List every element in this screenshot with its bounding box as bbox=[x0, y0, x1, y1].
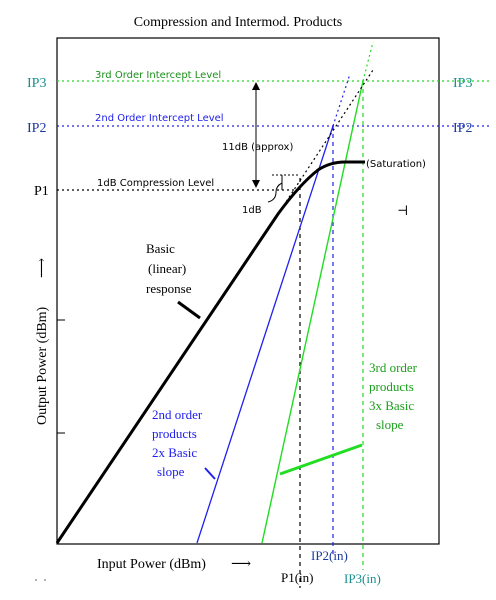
basic-response-curve bbox=[55, 160, 365, 544]
p1-left-label: P1 bbox=[34, 184, 49, 199]
basic-leader bbox=[177, 300, 201, 320]
second-order-label-line2: products bbox=[152, 426, 197, 441]
second-order-leader bbox=[204, 467, 216, 480]
ip2-right-label: IP2 bbox=[453, 121, 472, 136]
second-order-label-line4: slope bbox=[157, 464, 185, 479]
third-order-label-line2: products bbox=[369, 379, 414, 394]
third-order-label-line1: 3rd order bbox=[369, 360, 418, 375]
second-order-level-label: 2nd Order Intercept Level bbox=[95, 113, 224, 124]
third-order-line bbox=[261, 80, 364, 544]
ip2-in-label: IP2(in) bbox=[311, 548, 348, 563]
second-order-extension bbox=[332, 73, 351, 127]
stray-dot bbox=[44, 579, 46, 581]
one-db-label: 1dB bbox=[242, 205, 262, 216]
basic-label-line2: (linear) bbox=[148, 261, 186, 276]
third-order-leader bbox=[279, 443, 363, 476]
third-order-label-line3: 3x Basic bbox=[369, 398, 414, 413]
ip2-left-label: IP2 bbox=[27, 121, 46, 136]
arrow-head-up bbox=[252, 82, 260, 90]
stray-dot bbox=[35, 579, 37, 581]
eleven-db-label: 11dB (approx) bbox=[222, 142, 293, 153]
diagram-title: Compression and Intermod. Products bbox=[134, 15, 342, 30]
ip3-left-label: IP3 bbox=[27, 76, 46, 91]
second-order-label-line3: 2x Basic bbox=[152, 445, 197, 460]
basic-label-line1: Basic bbox=[146, 241, 175, 256]
y-axis-label: Output Power (dBm) bbox=[35, 306, 50, 425]
p1-in-label: P1(in) bbox=[281, 570, 314, 585]
y-axis-arrow: ⟶ bbox=[35, 258, 50, 278]
x-axis-arrow: ⟶ bbox=[231, 557, 251, 572]
compression-level-label: 1dB Compression Level bbox=[97, 178, 214, 189]
one-db-brace bbox=[267, 182, 283, 203]
plot-frame bbox=[56, 37, 440, 545]
third-order-label-line4: slope bbox=[376, 417, 404, 432]
ip3-in-label: IP3(in) bbox=[344, 571, 381, 586]
third-order-extension bbox=[362, 41, 374, 82]
stray-mark: ⊣ bbox=[397, 203, 408, 218]
second-order-label-line1: 2nd order bbox=[152, 407, 203, 422]
second-order-line bbox=[196, 125, 334, 544]
basic-linear-extension bbox=[277, 69, 374, 215]
ip3-right-label: IP3 bbox=[453, 76, 472, 91]
third-order-level-label: 3rd Order Intercept Level bbox=[95, 70, 221, 81]
saturation-label: (Saturation) bbox=[366, 159, 426, 170]
arrow-head-down bbox=[252, 180, 260, 188]
x-axis-label: Input Power (dBm) bbox=[97, 557, 206, 572]
basic-label-line3: response bbox=[146, 281, 192, 296]
